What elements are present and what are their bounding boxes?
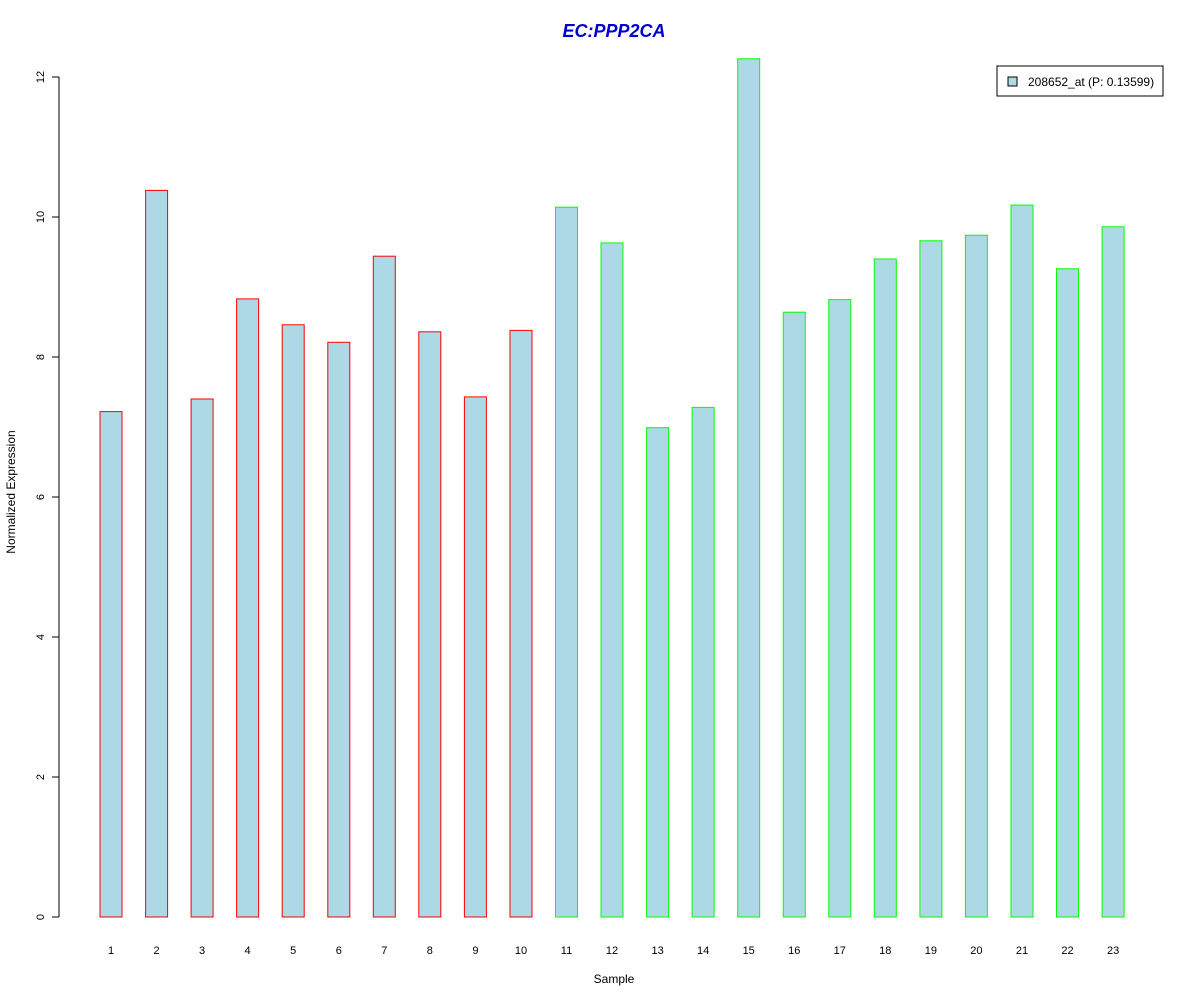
- bar: [828, 299, 852, 918]
- legend-swatch: [1007, 76, 1018, 87]
- bar: [646, 427, 670, 918]
- x-tick-label: 3: [199, 945, 205, 957]
- bar: [509, 329, 533, 918]
- bar: [190, 398, 214, 918]
- bar: [782, 311, 806, 918]
- bar: [327, 341, 351, 918]
- bar: [964, 234, 988, 918]
- bar: [737, 58, 761, 918]
- bar: [236, 298, 260, 918]
- x-axis-title: Sample: [594, 972, 635, 986]
- bars: [99, 58, 1125, 918]
- bar: [919, 240, 943, 918]
- bar: [1101, 226, 1125, 918]
- bar: [99, 411, 123, 918]
- chart-title: EC:PPP2CA: [562, 21, 665, 41]
- bar: [600, 242, 624, 918]
- bar: [873, 258, 897, 918]
- y-tick-label: 6: [35, 494, 47, 500]
- y-tick-label: 8: [35, 354, 47, 360]
- y-tick-label: 10: [35, 211, 47, 223]
- x-tick-label: 11: [561, 945, 572, 957]
- x-tick-label: 20: [970, 945, 982, 957]
- x-tick-label: 10: [515, 945, 527, 957]
- x-tick-label: 21: [1016, 945, 1028, 957]
- x-tick-label: 18: [879, 945, 891, 957]
- x-tick-label: 7: [381, 945, 387, 957]
- bar: [691, 406, 715, 918]
- x-tick-label: 17: [834, 945, 846, 957]
- y-tick-label: 4: [35, 634, 47, 640]
- y-axis: 0 2 4 6 8 10 12: [35, 71, 60, 920]
- y-tick-label: 12: [35, 71, 47, 83]
- legend-label: 208652_at (P: 0.13599): [1028, 75, 1154, 89]
- x-tick-label: 6: [336, 945, 342, 957]
- bar: [463, 396, 487, 918]
- bar: [1056, 268, 1079, 918]
- legend-box: [996, 65, 1164, 97]
- x-tick-label: 16: [788, 945, 800, 957]
- x-tick-label: 2: [154, 945, 160, 957]
- legend: 208652_at (P: 0.13599): [996, 65, 1164, 97]
- x-tick-label: 8: [427, 945, 433, 957]
- x-tick-label: 14: [697, 945, 709, 957]
- bar: [372, 255, 396, 918]
- x-tick-label: 4: [245, 945, 251, 957]
- bar: [145, 189, 169, 918]
- bar: [418, 331, 442, 918]
- x-tick-label: 1: [108, 945, 114, 957]
- bar: [555, 206, 578, 918]
- x-tick-label: 5: [290, 945, 296, 957]
- x-tick-label: 19: [925, 945, 937, 957]
- y-tick-label: 2: [35, 774, 47, 780]
- x-tick-label: 9: [472, 945, 478, 957]
- x-tick-label: 12: [606, 945, 618, 957]
- x-tick-label: 13: [651, 945, 663, 957]
- x-tick-label: 22: [1061, 945, 1073, 957]
- bar: [281, 324, 305, 918]
- x-axis-tick-labels: 1 2 3 4 5 6 7 8 9 10 11 12 13 14 15 16 17 18 19 20 21 22 23: [108, 945, 1119, 957]
- x-tick-label: 23: [1107, 945, 1119, 957]
- bar: [1010, 204, 1034, 918]
- y-tick-label: 0: [35, 914, 47, 920]
- x-tick-label: 15: [743, 945, 755, 957]
- y-axis-title: Normalized Expression: [4, 430, 18, 553]
